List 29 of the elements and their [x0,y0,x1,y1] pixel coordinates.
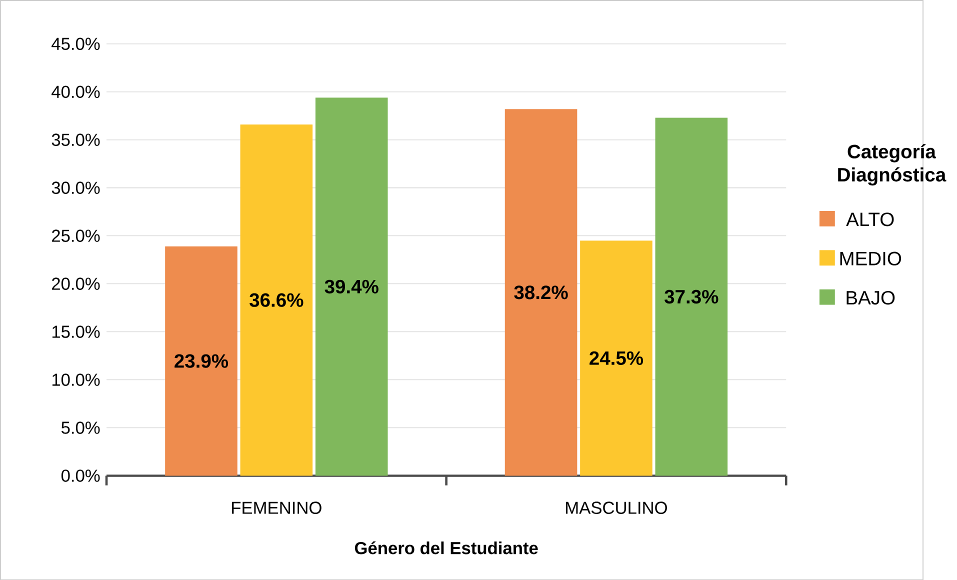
y-tick-label: 25.0% [52,229,100,242]
y-tick-label: 0.0% [61,469,100,482]
bar [655,118,728,476]
legend-title: Categoría Diagnóstica [838,144,946,186]
y-tick-label: 30.0% [52,182,100,194]
bar [504,108,578,476]
y-tick-label: 10.0% [52,373,100,386]
y-tick-label: 40.0% [52,86,100,98]
bar [240,124,313,476]
y-tick-label: 20.0% [52,277,100,290]
data-label: 24.5% [590,351,644,365]
data-label: 39.4% [324,280,378,294]
x-tick-label: MASCULINO [566,502,667,514]
x-axis-title: Género del Estudiante [354,541,538,554]
legend-label: ALTO [846,212,894,226]
bar [580,240,652,476]
y-tick-label: 5.0% [62,421,100,434]
legend-label: BAJO [846,290,895,304]
bar [315,97,388,476]
legend-label: MEDIO [840,252,902,266]
data-label: 38.2% [514,285,568,300]
y-tick-label: 15.0% [52,325,100,338]
data-label: 23.9% [174,354,228,368]
x-tick-label: FEMENINO [232,502,322,514]
data-label: 36.6% [250,293,304,307]
y-tick-label: 35.0% [52,134,100,146]
bar [165,246,238,476]
data-label: 37.3% [664,290,718,304]
y-tick-label: 45.0% [52,38,100,50]
